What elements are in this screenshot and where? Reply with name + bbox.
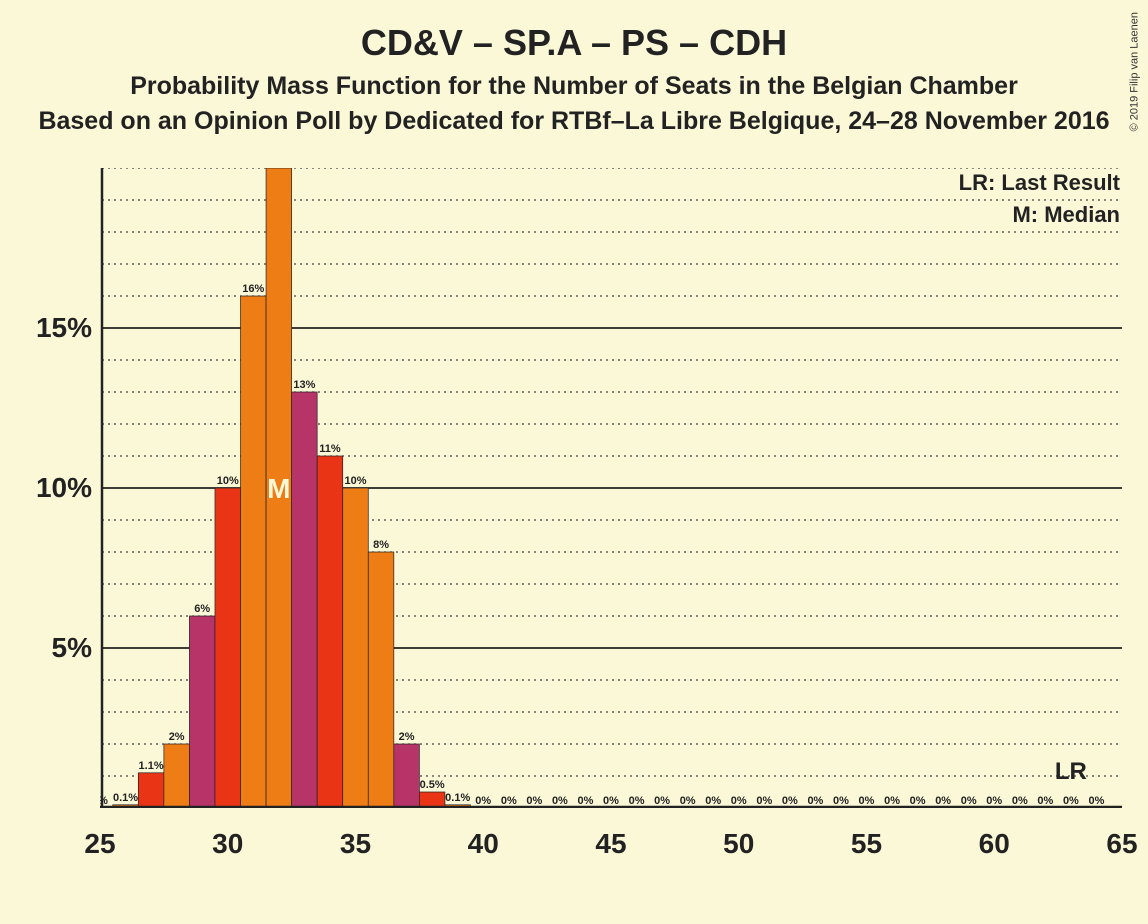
pmf-bar xyxy=(343,488,369,808)
pmf-bar xyxy=(292,392,318,808)
pmf-bar-chart: 0%0.1%1.1%2%6%10%16%20%13%11%10%8%2%0.5%… xyxy=(100,168,1122,808)
bar-value-label: 0% xyxy=(705,795,721,807)
bar-value-label: 0% xyxy=(756,795,772,807)
pmf-bar xyxy=(164,744,190,808)
bar-value-label: 2% xyxy=(399,731,415,743)
bar-value-label: 13% xyxy=(293,379,315,391)
bar-value-label: 0% xyxy=(603,795,619,807)
x-tick-label: 65 xyxy=(1106,828,1137,860)
y-tick-label: 10% xyxy=(36,472,92,504)
pmf-bar xyxy=(189,616,215,808)
pmf-bar xyxy=(394,744,420,808)
bar-value-label: 2% xyxy=(169,731,185,743)
chart-title: CD&V – SP.A – PS – CDH xyxy=(0,0,1148,64)
bar-value-label: 0% xyxy=(552,795,568,807)
bar-value-label: 16% xyxy=(242,283,264,295)
x-tick-label: 40 xyxy=(468,828,499,860)
bar-value-label: 8% xyxy=(373,539,389,551)
bar-value-label: 0.5% xyxy=(420,779,445,791)
chart-subtitle-1: Probability Mass Function for the Number… xyxy=(0,72,1148,101)
chart-subtitle-2: Based on an Opinion Poll by Dedicated fo… xyxy=(0,107,1148,136)
pmf-bar xyxy=(368,552,394,808)
median-marker: M xyxy=(267,473,290,504)
pmf-bar xyxy=(419,792,445,808)
bar-value-label: 0% xyxy=(1037,795,1053,807)
bar-value-label: 0% xyxy=(731,795,747,807)
bar-value-label: 0% xyxy=(859,795,875,807)
bar-value-label: 0% xyxy=(501,795,517,807)
copyright-text: © 2019 Filip van Laenen xyxy=(1128,12,1140,131)
bar-value-label: 0% xyxy=(654,795,670,807)
bar-value-label: 0.1% xyxy=(113,792,138,804)
bar-value-label: 0% xyxy=(884,795,900,807)
bar-value-label: 6% xyxy=(194,603,210,615)
bar-value-label: 0% xyxy=(577,795,593,807)
y-tick-label: 5% xyxy=(52,632,92,664)
x-tick-label: 30 xyxy=(212,828,243,860)
bar-value-label: 0% xyxy=(629,795,645,807)
x-tick-label: 55 xyxy=(851,828,882,860)
x-tick-label: 25 xyxy=(84,828,115,860)
x-tick-label: 60 xyxy=(979,828,1010,860)
bar-value-label: 0% xyxy=(833,795,849,807)
bar-value-label: 0% xyxy=(961,795,977,807)
bar-value-label: 0% xyxy=(782,795,798,807)
bar-value-label: 0% xyxy=(986,795,1002,807)
bar-value-label: 0% xyxy=(807,795,823,807)
bar-value-label: 0% xyxy=(475,795,491,807)
bar-value-label: 0.1% xyxy=(445,792,470,804)
pmf-bar xyxy=(241,296,267,808)
pmf-bar xyxy=(215,488,241,808)
x-tick-label: 50 xyxy=(723,828,754,860)
bar-value-label: 0% xyxy=(1088,795,1104,807)
x-tick-label: 35 xyxy=(340,828,371,860)
bar-value-label: 0% xyxy=(526,795,542,807)
lr-marker: LR xyxy=(1055,758,1087,786)
y-tick-label: 15% xyxy=(36,312,92,344)
bar-value-label: 0% xyxy=(680,795,696,807)
bar-value-label: 0% xyxy=(1012,795,1028,807)
bar-value-label: 11% xyxy=(319,443,341,455)
bar-value-label: 0% xyxy=(935,795,951,807)
bar-value-label: 10% xyxy=(217,475,239,487)
x-axis-labels: 253035404550556065 xyxy=(100,820,1122,870)
bar-value-label: 0% xyxy=(910,795,926,807)
y-axis-labels: 5% 10% 15% xyxy=(22,168,92,808)
pmf-bar xyxy=(317,456,343,808)
bar-value-label: 0% xyxy=(1063,795,1079,807)
bar-value-label: 1.1% xyxy=(139,760,164,772)
pmf-bar xyxy=(138,773,164,808)
bar-value-label: 10% xyxy=(344,475,366,487)
x-tick-label: 45 xyxy=(595,828,626,860)
